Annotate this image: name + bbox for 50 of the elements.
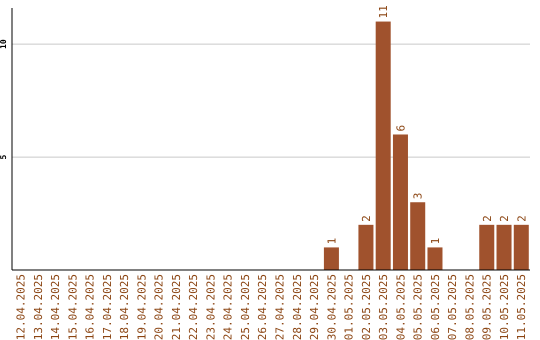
- data-label: 3: [412, 192, 425, 200]
- x-tick-label: 06.05.2025: [428, 274, 442, 340]
- x-tick-label: 25.04.2025: [238, 274, 252, 340]
- x-tick-label: 02.05.2025: [360, 274, 373, 340]
- bar: [376, 22, 391, 270]
- data-label: 2: [480, 215, 494, 222]
- bar: [392, 134, 408, 270]
- x-tick-label: 27.04.2025: [273, 274, 286, 340]
- bar: [514, 224, 529, 270]
- y-tick-label: 5: [0, 154, 8, 160]
- bar: [496, 224, 512, 270]
- data-label: 6: [394, 124, 408, 132]
- x-tick-label: 16.04.2025: [84, 274, 97, 340]
- x-tick-label: 04.05.2025: [394, 274, 408, 340]
- x-tick-label: 18.04.2025: [118, 274, 132, 340]
- x-tick-label: 22.04.2025: [187, 274, 200, 340]
- data-label: 11: [377, 5, 390, 19]
- x-tick-label: 24.04.2025: [222, 274, 235, 340]
- bar: [324, 247, 339, 270]
- data-label: 2: [498, 215, 512, 222]
- x-tick-label: 05.05.2025: [412, 274, 425, 340]
- x-tick-label: 23.04.2025: [204, 274, 218, 340]
- y-tick-label: 10: [0, 39, 8, 49]
- x-tick-label: 09.05.2025: [480, 274, 494, 340]
- data-label: 1: [325, 238, 338, 244]
- x-tick-label: 20.04.2025: [152, 274, 166, 340]
- x-tick-label: 19.04.2025: [135, 274, 148, 340]
- x-tick-label: 03.05.2025: [377, 274, 390, 340]
- data-label: 2: [360, 215, 373, 222]
- x-tick-label: 10.05.2025: [498, 274, 511, 340]
- bar: [358, 224, 374, 270]
- x-tick-label: 12.04.2025: [14, 274, 28, 340]
- x-tick-label: 11.05.2025: [515, 274, 528, 340]
- bar: [410, 202, 426, 270]
- x-tick-label: 21.04.2025: [170, 274, 183, 340]
- bar: [479, 224, 494, 270]
- x-tick-label: 17.04.2025: [100, 274, 114, 340]
- x-tick-label: 01.05.2025: [342, 274, 356, 340]
- x-tick-label: 14.04.2025: [49, 274, 62, 340]
- data-label: 1: [428, 238, 442, 244]
- data-label: 2: [515, 215, 528, 222]
- bar: [427, 247, 442, 270]
- x-tick-label: 13.04.2025: [32, 274, 45, 340]
- x-tick-label: 07.05.2025: [446, 274, 460, 340]
- x-tick-label: 26.04.2025: [256, 274, 270, 340]
- x-tick-label: 08.05.2025: [463, 274, 476, 340]
- x-tick-label: 15.04.2025: [66, 274, 80, 340]
- x-tick-label: 29.04.2025: [308, 274, 321, 340]
- x-tick-label: 30.04.2025: [325, 274, 338, 340]
- x-tick-label: 28.04.2025: [290, 274, 304, 340]
